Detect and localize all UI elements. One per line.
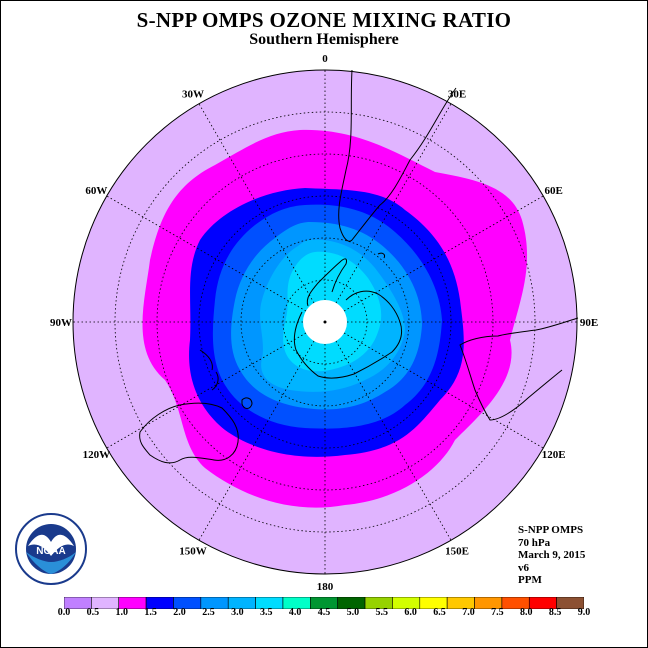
instrument-label: S-NPP OMPS xyxy=(518,524,584,536)
longitude-label: 60E xyxy=(544,185,562,197)
colorbar-tick-label: 8.5 xyxy=(548,607,562,618)
coast-antarctica xyxy=(293,290,403,379)
longitude-label: 150E xyxy=(445,546,469,558)
colorbar-tick-label: 3.0 xyxy=(231,607,244,618)
noaa-logo: NOAA xyxy=(14,512,88,591)
colorbar-tick-label: 5.0 xyxy=(346,607,360,618)
longitude-labels: 90W 60W 30W 0 30E 60E 90E 120E 150E 180 150W 120W xyxy=(50,53,598,593)
coast-new-zealand xyxy=(199,349,219,391)
pressure-level-label: 70 hPa xyxy=(518,536,551,549)
colorbar-tick-label: 2.0 xyxy=(173,607,186,618)
units-label: PPM xyxy=(518,574,542,586)
coast-tasmania xyxy=(241,397,253,409)
longitude-label: 150W xyxy=(179,546,207,558)
colorbar-tick-label: 1.0 xyxy=(115,607,129,618)
longitude-label: 30W xyxy=(182,88,204,100)
longitude-label: 120W xyxy=(83,449,111,461)
map-subtitle: Southern Hemisphere xyxy=(249,31,399,48)
graticule xyxy=(73,70,577,574)
info-block: S-NPP OMPS 70 hPa March 9, 2015 v6 PPM xyxy=(518,524,585,587)
colorbar-tick-label: 9.0 xyxy=(577,607,591,618)
latitude-circle-50s xyxy=(156,153,494,491)
latitude-circle-70s xyxy=(240,237,410,407)
noaa-logo-text: NOAA xyxy=(36,546,65,557)
coast-south-georgia xyxy=(377,252,385,259)
south-pole-point xyxy=(323,320,327,324)
date-label: March 9, 2015 xyxy=(518,549,586,561)
colorbar-tick-label: 7.0 xyxy=(462,607,475,618)
coast-south-america xyxy=(338,69,457,242)
colorbar-tick-label: 4.5 xyxy=(317,607,331,618)
colorbar-tick-label: 3.5 xyxy=(259,607,273,618)
coast-africa xyxy=(459,317,579,421)
coast-antarctic-peninsula xyxy=(306,258,347,307)
version-label: v6 xyxy=(518,561,529,574)
colorbar xyxy=(64,597,584,609)
coastlines xyxy=(139,69,579,464)
colorbar-tick-label: 0.0 xyxy=(57,607,71,618)
longitude-label: 180 xyxy=(317,581,334,593)
colorbar-tick-label: 2.5 xyxy=(202,607,215,618)
colorbar-tick-label: 4.0 xyxy=(288,607,302,618)
colorbar-ticks: 0.0 0.5 1.0 1.5 2.0 2.5 3.0 3.5 4.0 4.5 5.0 5.5 6.0 6… xyxy=(0,607,648,621)
map-boundary xyxy=(72,69,578,575)
longitude-label: 90E xyxy=(580,317,598,329)
map-title: S-NPP OMPS OZONE MIXING RATIO xyxy=(136,8,512,32)
colorbar-tick-label: 8.0 xyxy=(519,607,533,618)
colorbar-tick-label: 0.5 xyxy=(86,607,100,618)
coast-australia xyxy=(139,402,239,464)
longitude-label: 120E xyxy=(542,449,566,461)
longitude-label: 90W xyxy=(50,317,72,329)
longitude-label: 60W xyxy=(85,185,107,197)
colorbar-tick-label: 1.5 xyxy=(144,607,157,618)
colorbar-swatch xyxy=(556,597,584,609)
colorbar-tick-label: 6.0 xyxy=(404,607,417,618)
colorbar-tick-label: 5.5 xyxy=(375,607,389,618)
colorbar-tick-label: 7.5 xyxy=(491,607,504,618)
longitude-label: 0 xyxy=(322,53,328,65)
colorbar-tick-label: 6.5 xyxy=(433,607,446,618)
longitude-label: 30E xyxy=(448,88,466,100)
